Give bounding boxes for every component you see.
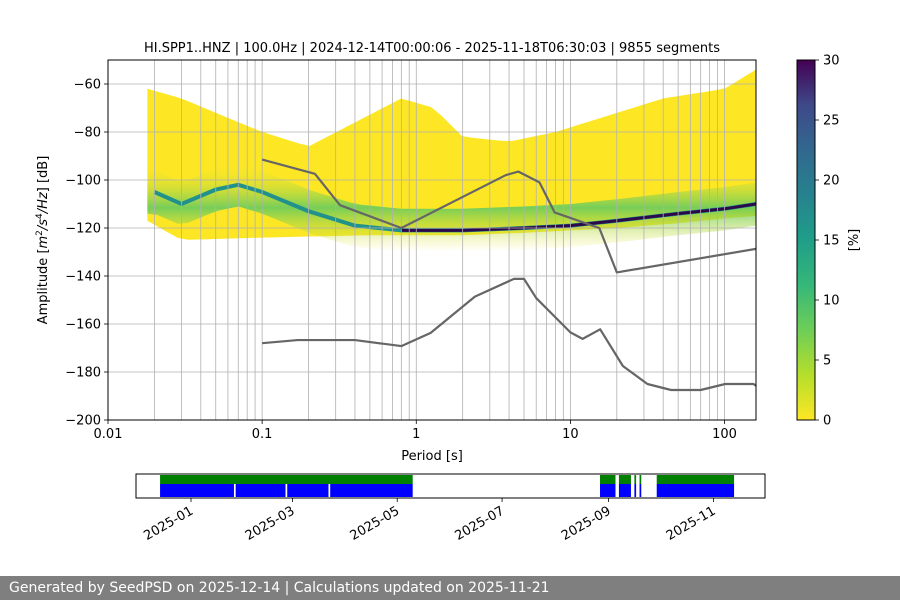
gap-free-span <box>634 484 637 497</box>
colorbar-tick-label: 15 <box>823 234 840 249</box>
availability-span <box>639 475 642 484</box>
colorbar: 0 5 10 15 20 25 30 [%] <box>796 54 862 429</box>
gap-free-span <box>287 484 329 497</box>
colorbar-tick-label: 5 <box>823 354 831 369</box>
density-core <box>147 163 756 252</box>
y-label-part-7: ] [dB] <box>36 156 51 193</box>
timeline-tick-label: 2025-01 <box>141 504 196 544</box>
timeline-tick-label: 2025-03 <box>243 504 298 544</box>
colorbar-ticks: 0 5 10 15 20 25 30 <box>815 54 840 429</box>
density-peak-ridge <box>401 202 756 232</box>
x-tick-label: 1 <box>412 427 420 442</box>
y-tick-label: −100 <box>65 174 101 189</box>
colorbar-tick-label: 30 <box>823 54 840 69</box>
gap-free-span <box>618 484 631 497</box>
timeline-frame <box>135 473 766 499</box>
y-tick-label: −180 <box>65 366 101 381</box>
gap-free-span <box>639 484 642 497</box>
y-label-part-2: m <box>36 236 51 249</box>
availability-span <box>618 475 631 484</box>
y-label-part-3: 2 <box>35 230 45 236</box>
y-tick-label: −60 <box>74 78 101 93</box>
y-tick-label: −80 <box>74 126 101 141</box>
colorbar-tick-label: 0 <box>823 414 831 429</box>
low-noise-model-line <box>262 277 756 392</box>
x-tick-label: 0.01 <box>94 427 123 442</box>
timeline-tick-label: 2025-05 <box>348 504 403 544</box>
grid-layer <box>108 60 756 420</box>
y-tick-label: −160 <box>65 318 101 333</box>
y-axis-label: Amplitude [m2/s4/Hz] [dB] <box>35 156 51 325</box>
y-tick-label: −120 <box>65 222 101 237</box>
x-axis-label: Period [s] <box>401 449 463 464</box>
gap-free-span <box>330 484 413 497</box>
availability-span <box>600 475 616 484</box>
psd-figure: HI.SPP1..HNZ | 100.0Hz | 2024-12-14T00:0… <box>35 41 862 544</box>
x-tick-label: 10 <box>562 427 579 442</box>
y-label-part-4: /s <box>36 219 51 231</box>
plot-area: 0.01 0.1 1 10 100 −200 −180 −160 −140 −120 −100 −8… <box>65 59 757 442</box>
colorbar-tick-label: 10 <box>823 294 840 309</box>
colorbar-tick-label: 25 <box>823 114 840 129</box>
y-label-part-6: /Hz <box>36 191 51 214</box>
y-label-part-5: 4 <box>35 213 45 219</box>
timeline-tick-label: 2025-07 <box>453 504 508 544</box>
plot-frame <box>107 59 757 421</box>
footer-text: Generated by SeedPSD on 2025-12-14 | Cal… <box>9 580 550 596</box>
high-noise-model-line <box>261 158 756 274</box>
gap-free-span <box>600 484 616 497</box>
y-tick-label: −200 <box>65 414 101 429</box>
timeline-tick-label: 2025-09 <box>559 504 614 544</box>
data-availability-timeline: 2025-01 2025-03 2025-05 2025-07 2025-09 2025-… <box>135 473 766 544</box>
gap-free-span <box>160 484 234 497</box>
x-tick-label: 100 <box>712 427 737 442</box>
timeline-ticks: 2025-01 2025-03 2025-05 2025-07 2025-09 2025-… <box>141 498 718 544</box>
chart-title: HI.SPP1..HNZ | 100.0Hz | 2024-12-14T00:0… <box>144 41 720 56</box>
colorbar-tick-label: 20 <box>823 174 840 189</box>
x-tick-label: 0.1 <box>252 427 273 442</box>
colorbar-label: [%] <box>847 229 862 252</box>
availability-span <box>656 475 735 484</box>
timeline-tick-label: 2025-11 <box>664 504 719 544</box>
availability-span <box>634 475 637 484</box>
colorbar-gradient <box>796 59 816 421</box>
y-axis-ticks: −200 −180 −160 −140 −120 −100 −80 −60 <box>65 78 108 429</box>
y-tick-label: −140 <box>65 270 101 285</box>
noise-model-layer <box>261 158 756 392</box>
gap-free-span <box>656 484 735 497</box>
gap-free-span <box>235 484 286 497</box>
y-label-part-1: Amplitude [ <box>36 248 51 324</box>
footer-bar: Generated by SeedPSD on 2025-12-14 | Cal… <box>0 576 900 600</box>
x-axis-ticks: 0.01 0.1 1 10 100 <box>94 420 737 442</box>
timeline-bars <box>160 475 735 497</box>
availability-span <box>160 475 413 484</box>
